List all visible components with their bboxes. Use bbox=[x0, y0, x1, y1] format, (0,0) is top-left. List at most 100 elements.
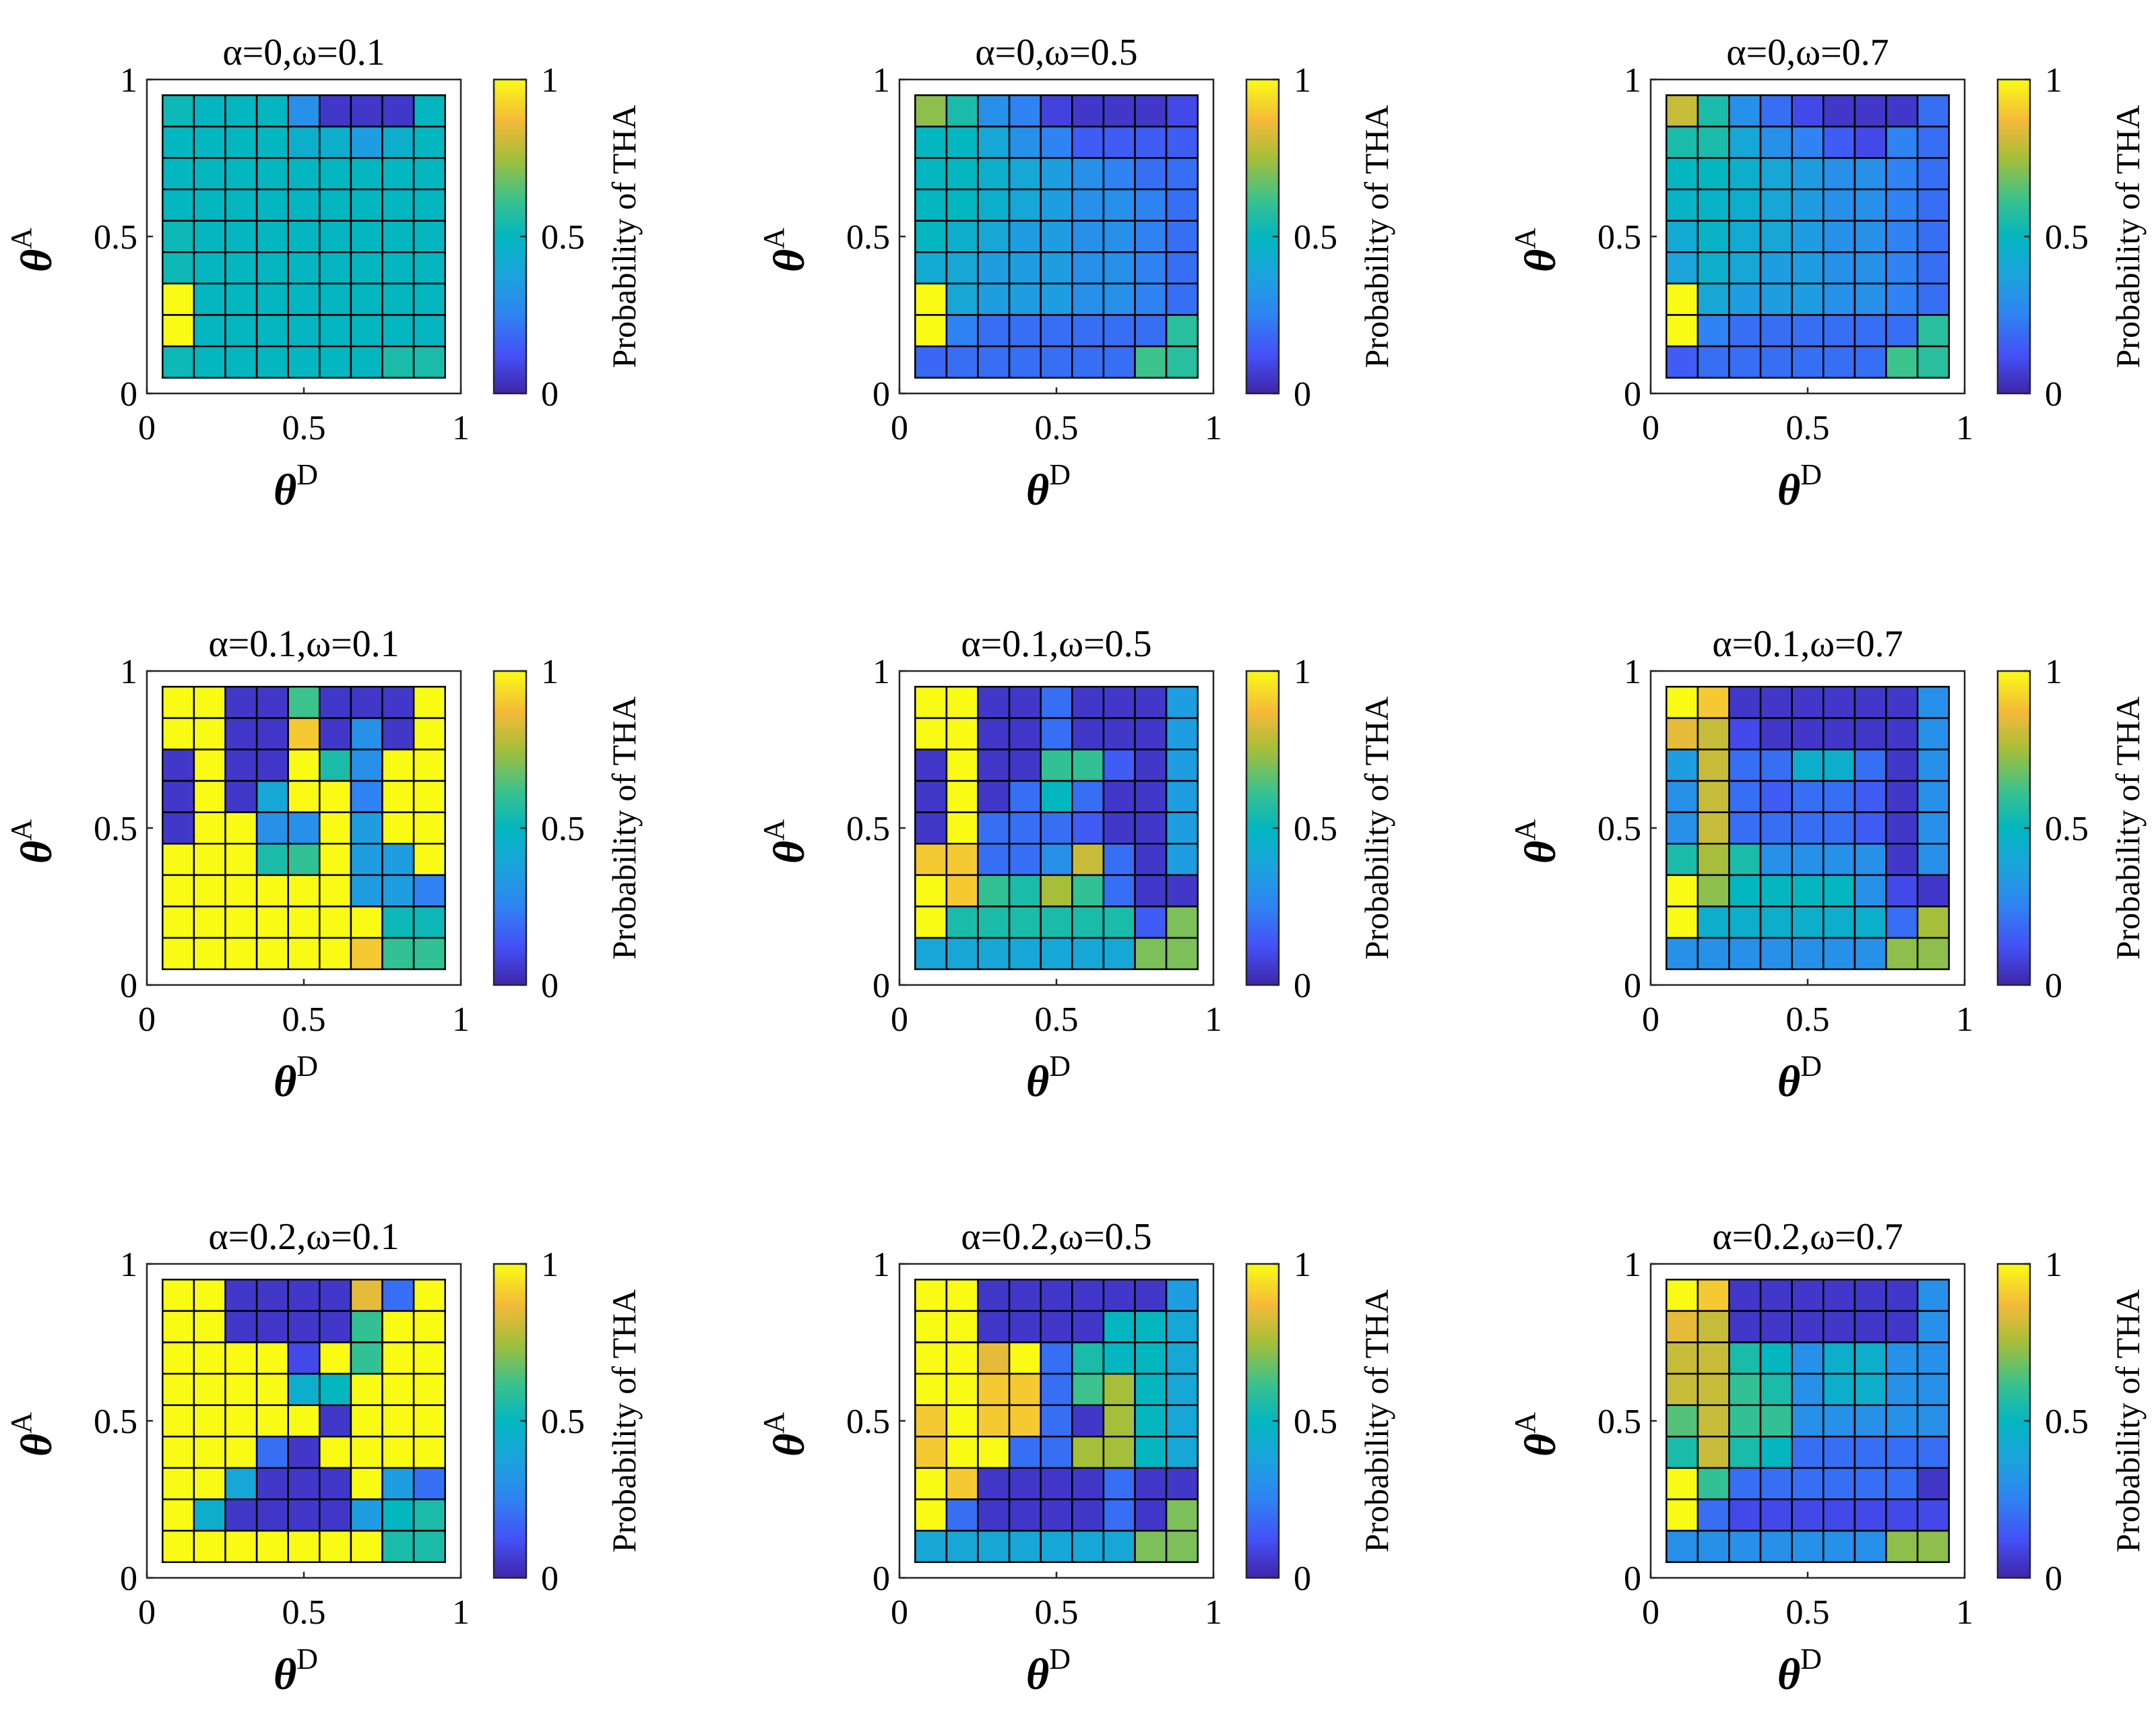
heatmap-cell bbox=[1165, 125, 1199, 159]
heatmap-cell bbox=[412, 1467, 446, 1500]
heatmap-cell bbox=[193, 1310, 226, 1343]
heatmap-cell bbox=[1071, 125, 1105, 159]
heatmap-panel: α=0.1,ω=0.1 0 0.5 1 0 0.5 1 θD θA 0 0.5 1 Probabilit… bbox=[5, 623, 643, 1106]
heatmap-cell bbox=[1885, 779, 1919, 813]
colorbar-tick-label: 0.5 bbox=[2045, 810, 2089, 848]
heatmap-cell bbox=[381, 1279, 415, 1312]
heatmap-cell bbox=[1071, 345, 1105, 379]
heatmap-cell bbox=[1885, 748, 1919, 782]
heatmap-cell bbox=[162, 779, 195, 813]
heatmap-cell bbox=[977, 686, 1011, 720]
heatmap-cell bbox=[1008, 936, 1042, 970]
y-axis-label: θA bbox=[1509, 228, 1565, 272]
heatmap-cell bbox=[1134, 1436, 1168, 1469]
heatmap-cell bbox=[1071, 1310, 1105, 1343]
heatmap-cell bbox=[914, 686, 948, 720]
heatmap-cell bbox=[1697, 779, 1730, 813]
heatmap-cell bbox=[1791, 779, 1825, 813]
heatmap-cell bbox=[1071, 811, 1105, 845]
heatmap-cell bbox=[255, 1436, 289, 1469]
colorbar-tick-label: 1 bbox=[541, 61, 559, 100]
heatmap-cell bbox=[1791, 282, 1825, 316]
heatmap-cell bbox=[1822, 779, 1856, 813]
heatmap-cell bbox=[1916, 282, 1950, 316]
heatmap-cell bbox=[1885, 1404, 1919, 1438]
heatmap-cell bbox=[412, 1498, 446, 1532]
heatmap-cell bbox=[1791, 1467, 1825, 1500]
heatmap-cell bbox=[1008, 251, 1042, 285]
heatmap-cell bbox=[412, 686, 446, 720]
heatmap-cell bbox=[1822, 874, 1856, 907]
heatmap-cell bbox=[945, 811, 979, 845]
heatmap-cell bbox=[255, 345, 289, 379]
heatmap-cell bbox=[1853, 1341, 1887, 1375]
heatmap-cell bbox=[914, 345, 948, 379]
heatmap-cell bbox=[1916, 345, 1950, 379]
heatmap-cell bbox=[1697, 936, 1730, 970]
x-axis-label: θD bbox=[274, 1050, 318, 1106]
heatmap-cell bbox=[945, 748, 979, 782]
heatmap-cell bbox=[1040, 686, 1073, 720]
y-tick-label: 0.5 bbox=[846, 1403, 890, 1441]
heatmap-cell bbox=[1822, 1310, 1856, 1343]
heatmap-cell bbox=[162, 874, 195, 907]
heatmap-cell bbox=[224, 717, 258, 751]
y-tick-label: 1 bbox=[873, 653, 890, 691]
heatmap-cell bbox=[287, 1436, 321, 1469]
y-axis-label: θA bbox=[5, 819, 61, 864]
heatmap-cell bbox=[1165, 843, 1199, 877]
heatmap-panel: α=0.2,ω=0.1 0 0.5 1 0 0.5 1 θD θA 0 0.5 1 Probabilit… bbox=[5, 1216, 643, 1699]
heatmap-cell bbox=[287, 251, 321, 285]
heatmap-cell bbox=[1791, 188, 1825, 222]
y-axis-label: θA bbox=[5, 1412, 61, 1457]
heatmap-cell bbox=[1165, 282, 1199, 316]
heatmap-cell bbox=[319, 1310, 352, 1343]
y-tick-label: 0.5 bbox=[1597, 1403, 1641, 1441]
heatmap-cell bbox=[977, 125, 1011, 159]
heatmap-cell bbox=[1102, 1372, 1136, 1406]
heatmap-cell bbox=[1885, 1436, 1919, 1469]
heatmap-cell bbox=[1916, 1341, 1950, 1375]
heatmap-cell bbox=[1008, 1467, 1042, 1500]
x-tick-label: 0.5 bbox=[1786, 409, 1830, 447]
heatmap-cell bbox=[1822, 843, 1856, 877]
heatmap-cell bbox=[977, 748, 1011, 782]
heatmap-cell bbox=[1102, 843, 1136, 877]
heatmap-cell bbox=[193, 748, 226, 782]
heatmap-cell bbox=[945, 1372, 979, 1406]
heatmap-cell bbox=[193, 717, 226, 751]
heatmap-cell bbox=[350, 188, 383, 222]
heatmap-cell bbox=[1791, 1341, 1825, 1375]
heatmap-cell bbox=[914, 157, 948, 191]
y-axis-label: θA bbox=[1509, 1412, 1565, 1457]
heatmap-cell bbox=[224, 251, 258, 285]
y-tick-label: 1 bbox=[120, 1246, 137, 1284]
heatmap-cell bbox=[977, 1279, 1011, 1312]
heatmap-cell bbox=[1008, 125, 1042, 159]
heatmap-cell bbox=[162, 188, 195, 222]
x-tick-label: 0 bbox=[138, 1000, 156, 1039]
heatmap-cell bbox=[162, 1372, 195, 1406]
heatmap-cell bbox=[1040, 282, 1073, 316]
heatmap-cell bbox=[1791, 314, 1825, 348]
heatmap-cell bbox=[412, 874, 446, 907]
heatmap-cell bbox=[945, 314, 979, 348]
y-tick-label: 0 bbox=[1624, 967, 1641, 1005]
heatmap-cell bbox=[1165, 157, 1199, 191]
heatmap-cell bbox=[350, 345, 383, 379]
heatmap-cell bbox=[977, 811, 1011, 845]
heatmap-cell bbox=[1916, 314, 1950, 348]
heatmap-cell bbox=[1040, 1436, 1073, 1469]
heatmap-cell bbox=[319, 1498, 352, 1532]
heatmap-cell bbox=[1008, 157, 1042, 191]
heatmap-cell bbox=[1885, 1372, 1919, 1406]
heatmap-cell bbox=[1853, 1372, 1887, 1406]
heatmap-cell bbox=[255, 1498, 289, 1532]
heatmap-cell bbox=[1071, 1436, 1105, 1469]
heatmap-cell bbox=[1822, 717, 1856, 751]
heatmap-cell bbox=[287, 282, 321, 316]
heatmap-cell bbox=[1916, 157, 1950, 191]
heatmap-cell bbox=[914, 125, 948, 159]
heatmap-cell bbox=[319, 1279, 352, 1312]
heatmap-cell bbox=[224, 94, 258, 128]
